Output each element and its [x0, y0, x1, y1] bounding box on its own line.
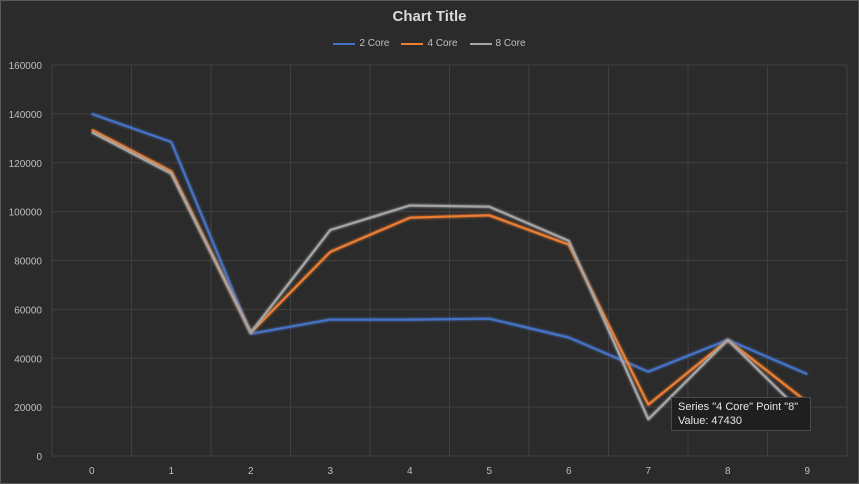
y-tick-label: 60000: [14, 305, 42, 316]
legend-label: 2 Core: [359, 38, 390, 49]
legend-swatch: [469, 42, 492, 45]
legend-label: 8 Core: [495, 38, 526, 49]
data-point-tooltip: Series "4 Core" Point "8" Value: 47430: [671, 397, 811, 431]
legend-swatch: [401, 42, 424, 45]
y-tick-label: 80000: [14, 257, 42, 268]
legend-swatch: [333, 42, 356, 45]
legend-entry-4-core[interactable]: 4 Core: [401, 38, 458, 49]
x-tick-label: 7: [645, 466, 651, 477]
y-tick-label: 20000: [14, 403, 42, 414]
x-tick-label: 0: [89, 466, 95, 477]
y-tick-label: 100000: [9, 208, 43, 219]
legend[interactable]: 2 Core 4 Core 8 Core: [0, 38, 859, 49]
x-tick-label: 6: [566, 466, 572, 477]
series-line-2-core[interactable]: [91, 112, 808, 376]
x-tick-label: 9: [804, 466, 810, 477]
tooltip-value: Value: 47430: [678, 415, 743, 427]
x-tick-label: 2: [248, 466, 254, 477]
x-tick-label: 8: [725, 466, 731, 477]
legend-entry-8-core[interactable]: 8 Core: [469, 38, 526, 49]
tooltip-series-point: Series "4 Core" Point "8": [678, 401, 799, 413]
y-tick-label: 0: [36, 452, 42, 463]
series-line-8-core[interactable]: [91, 131, 809, 421]
x-tick-label: 3: [327, 466, 333, 477]
x-tick-label: 1: [168, 466, 174, 477]
x-tick-label: 4: [407, 466, 413, 477]
legend-label: 4 Core: [427, 38, 458, 49]
chart-title[interactable]: Chart Title: [392, 8, 467, 25]
y-tick-label: 140000: [9, 110, 43, 121]
x-tick-label: 5: [486, 466, 492, 477]
y-tick-label: 160000: [9, 61, 43, 72]
y-tick-label: 120000: [9, 159, 43, 170]
legend-entry-2-core[interactable]: 2 Core: [333, 38, 389, 49]
y-tick-label: 40000: [14, 354, 42, 365]
